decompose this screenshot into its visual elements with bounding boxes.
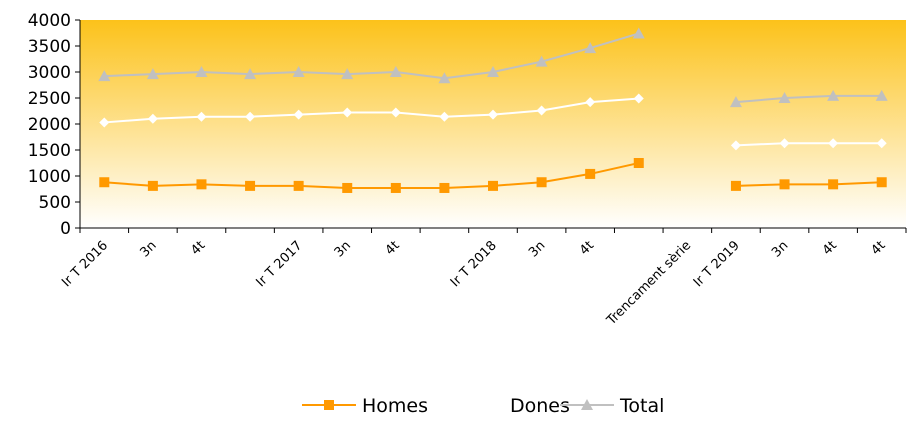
legend-label: Dones	[510, 395, 570, 417]
data-point	[196, 111, 207, 122]
data-point	[439, 111, 450, 122]
y-tick-label: 0	[60, 219, 71, 239]
data-point	[98, 70, 111, 82]
y-tick-label: 2500	[28, 89, 71, 109]
data-point	[147, 180, 158, 191]
data-point	[779, 179, 790, 190]
y-tick-label: 1500	[28, 141, 71, 161]
data-point	[729, 96, 742, 108]
legend: Homes Dones Total	[302, 395, 664, 417]
x-tick-label: Trencament sèrie	[603, 238, 694, 329]
x-tick-label: 4t	[868, 238, 888, 258]
series-line	[735, 94, 882, 104]
series-dones	[99, 93, 887, 151]
legend-item: Dones	[450, 395, 570, 417]
data-point	[390, 182, 401, 193]
x-tick-label: 3n	[137, 238, 159, 260]
data-point	[99, 177, 110, 188]
y-tick-label: 3000	[28, 63, 71, 83]
series-line	[104, 97, 639, 124]
data-point	[487, 66, 499, 77]
data-point	[827, 89, 840, 101]
data-point	[389, 66, 402, 77]
x-tick-label: Ir T 2017	[254, 238, 306, 290]
series-line	[735, 142, 882, 147]
data-point	[488, 109, 498, 120]
data-point	[584, 42, 597, 54]
data-point	[585, 168, 596, 179]
series-line	[104, 162, 639, 189]
data-point	[730, 180, 741, 191]
data-point	[633, 158, 644, 168]
data-point	[245, 180, 256, 191]
data-point	[245, 111, 256, 122]
data-point	[196, 179, 207, 190]
data-point	[292, 66, 305, 77]
data-point	[390, 107, 401, 118]
y-tick-label: 2000	[28, 115, 71, 135]
data-point	[585, 97, 596, 108]
data-point	[633, 93, 644, 104]
series-homes	[99, 158, 887, 193]
x-tick-label: 4t	[820, 238, 840, 258]
series-line	[735, 181, 882, 187]
legend-label: Homes	[362, 395, 428, 417]
data-point	[244, 68, 257, 80]
data-point	[488, 180, 498, 191]
data-point	[341, 68, 354, 80]
data-point	[195, 66, 208, 77]
legend-item: Total	[560, 395, 664, 417]
y-tick-label: 4000	[28, 11, 71, 31]
plot-area	[80, 20, 906, 228]
data-point	[99, 117, 110, 128]
legend-marker	[324, 400, 334, 410]
x-tick-label: Ir T 2016	[59, 238, 111, 290]
data-point	[828, 179, 839, 190]
data-point	[293, 109, 304, 120]
y-tick-label: 500	[39, 193, 71, 213]
legend-label: Total	[619, 395, 664, 417]
data-point	[828, 138, 839, 149]
x-tick-label: 3n	[769, 238, 791, 260]
data-point	[876, 177, 887, 188]
x-tick-label: 3n	[332, 238, 354, 260]
y-tick-label: 3500	[28, 37, 71, 57]
data-point	[779, 138, 790, 149]
data-point	[730, 140, 741, 151]
x-tick-label: 3n	[526, 238, 548, 260]
x-tick-label: 4t	[383, 238, 403, 258]
data-point	[438, 72, 451, 84]
x-tick-label: 4t	[188, 238, 208, 258]
legend-marker	[472, 400, 482, 410]
x-tick-label: 4t	[577, 238, 597, 258]
legend-item: Homes	[302, 395, 428, 417]
data-point	[147, 113, 158, 124]
data-point	[342, 182, 353, 193]
data-point	[876, 138, 887, 149]
data-point	[342, 107, 353, 118]
data-point	[439, 182, 450, 193]
data-point	[632, 27, 645, 39]
data-point	[146, 68, 159, 80]
data-point	[536, 177, 547, 188]
series-line	[104, 32, 640, 80]
data-point	[536, 105, 547, 116]
x-tick-label: Ir T 2019	[691, 238, 743, 290]
data-point	[535, 55, 548, 67]
x-tick-label: Ir T 2018	[448, 238, 500, 290]
legend-marker	[581, 399, 593, 410]
data-point	[778, 92, 791, 103]
y-tick-label: 1000	[28, 167, 71, 187]
data-point	[875, 89, 888, 101]
series-total	[98, 27, 888, 108]
data-point	[293, 180, 304, 191]
